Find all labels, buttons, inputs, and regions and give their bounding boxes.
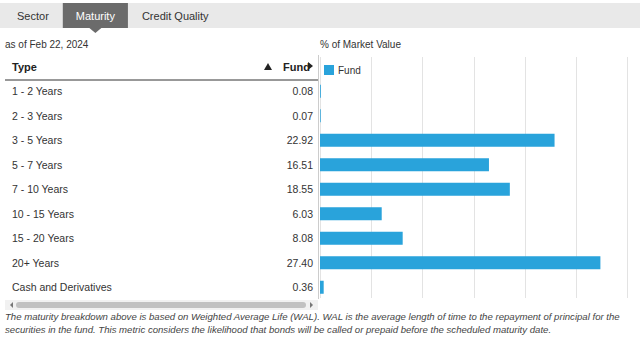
value-label: 0.08 <box>293 85 314 97</box>
legend-label: Fund <box>338 65 361 76</box>
scrollbar[interactable] <box>5 300 318 310</box>
category-label: 3 - 5 Years <box>12 134 62 146</box>
tab-bg[interactable] <box>4 3 62 28</box>
as-of: as of Feb 22, 2024 <box>5 39 89 50</box>
header-rule <box>5 80 318 81</box>
footnote: The maturity breakdown above is based on… <box>5 310 637 336</box>
tab-pointer <box>89 28 101 33</box>
panel-divider <box>318 55 319 299</box>
tab[interactable]: Maturity <box>63 3 128 33</box>
category-label: Cash and Derivatives <box>12 281 112 293</box>
chart: Sector Maturity Credit Quality as of Feb 22… <box>0 0 640 344</box>
category-label: 10 - 15 Years <box>12 208 74 220</box>
bar <box>320 109 321 122</box>
tab-label[interactable]: Maturity <box>76 10 116 22</box>
bar <box>320 207 382 220</box>
legend: Fund <box>324 65 361 76</box>
tab[interactable]: Credit Quality <box>129 3 222 28</box>
value-label: 0.07 <box>293 110 314 122</box>
value-label: 0.36 <box>293 281 314 293</box>
scroll-right[interactable] <box>310 302 313 308</box>
bar <box>320 232 403 245</box>
bar <box>320 158 489 171</box>
category-label: 5 - 7 Years <box>12 159 62 171</box>
bar <box>320 183 510 196</box>
scroll-arrow[interactable] <box>308 62 313 70</box>
scroll-thumb[interactable] <box>16 302 306 308</box>
column-header: Fund <box>283 61 310 73</box>
category-label: 7 - 10 Years <box>12 183 68 195</box>
category-label: 2 - 3 Years <box>12 110 62 122</box>
tab-bar <box>0 3 640 28</box>
category-label: 1 - 2 Years <box>12 85 62 97</box>
tab-label[interactable]: Sector <box>17 10 49 22</box>
value-label: 6.03 <box>293 208 314 220</box>
value-label: 18.55 <box>287 183 313 195</box>
value-label: 16.51 <box>287 159 313 171</box>
value-label: 8.08 <box>293 232 314 244</box>
category-label: 20+ Years <box>12 257 59 269</box>
scroll-track[interactable] <box>5 300 318 310</box>
chart-title: % of Market Value <box>320 39 401 50</box>
sort-arrow[interactable] <box>264 63 272 70</box>
tab-label[interactable]: Credit Quality <box>142 10 209 22</box>
category-label: 15 - 20 Years <box>12 232 74 244</box>
bar <box>320 281 324 294</box>
bar <box>320 134 555 147</box>
legend-swatch <box>324 65 334 75</box>
bar <box>320 256 600 269</box>
bars <box>320 85 600 294</box>
value-label: 27.40 <box>287 257 313 269</box>
grid-line <box>627 57 628 298</box>
scroll-left[interactable] <box>10 302 13 308</box>
tab-bg[interactable] <box>129 3 222 28</box>
column-header: Type <box>12 61 37 73</box>
value-label: 22.92 <box>287 134 313 146</box>
bar <box>320 85 321 98</box>
tab-bg[interactable] <box>63 3 128 28</box>
tab[interactable]: Sector <box>4 3 62 28</box>
